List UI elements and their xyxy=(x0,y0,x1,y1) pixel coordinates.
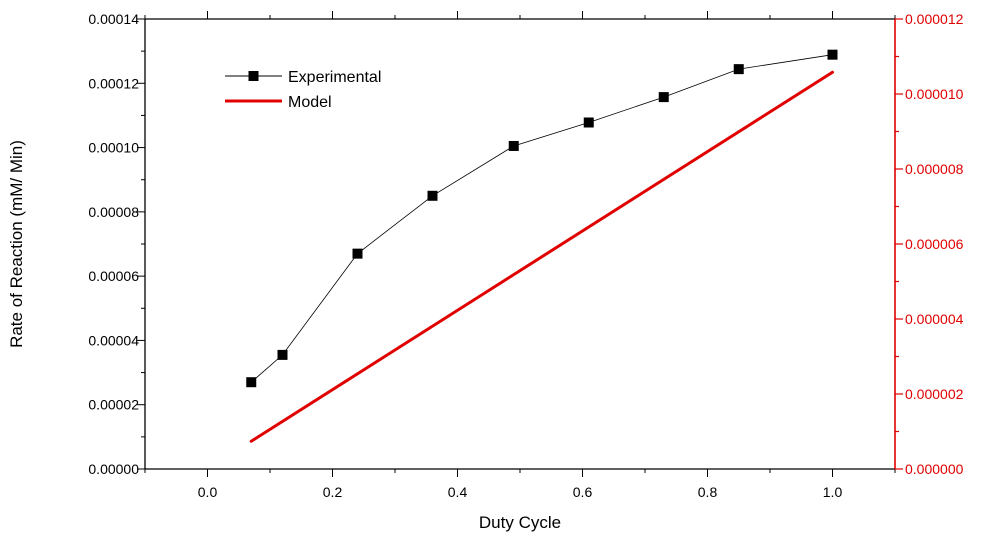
experimental-series-line xyxy=(250,54,833,383)
experimental-data-point xyxy=(733,64,744,75)
experimental-data-point xyxy=(427,190,438,201)
legend-experimental-label: Experimental xyxy=(288,69,381,86)
y-right-tick-label: 0.000000 xyxy=(905,461,964,477)
x-tick-label: 0.4 xyxy=(448,484,468,500)
experimental-data-point xyxy=(658,92,669,103)
y-right-tick-label: 0.000006 xyxy=(905,236,964,252)
y-right-tick-label: 0.000010 xyxy=(905,86,964,102)
experimental-data-point xyxy=(508,140,519,151)
legend: Experimental Model xyxy=(225,69,381,111)
y-right-tick-label: 0.000002 xyxy=(905,386,964,402)
x-tick-label: 0.0 xyxy=(198,484,218,500)
experimental-data-point xyxy=(827,49,838,60)
series-layer xyxy=(246,49,838,443)
experimental-data-point xyxy=(277,349,288,360)
y-left-tick-label: 0.00012 xyxy=(88,75,139,91)
x-tick-label: 0.8 xyxy=(698,484,718,500)
y-left-tick-label: 0.00006 xyxy=(88,268,139,284)
y-right-tick-label: 0.000008 xyxy=(905,161,964,177)
y-left-tick-label: 0.00004 xyxy=(88,332,139,348)
axes-group: 0.0 0.2 0.4 0.6 0.8 1.0 0.00000 0.00002 0.00004 0… xyxy=(88,11,964,500)
x-tick-label: 0.6 xyxy=(573,484,593,500)
experimental-data-point xyxy=(352,248,363,259)
x-axis-title: Duty Cycle xyxy=(479,513,561,532)
x-tick-label: 1.0 xyxy=(823,484,843,500)
y-left-tick-label: 0.00002 xyxy=(88,397,139,413)
x-tick-label: 0.2 xyxy=(323,484,343,500)
legend-model-label: Model xyxy=(288,94,332,111)
y-left-tick-label: 0.00008 xyxy=(88,204,139,220)
y-left-tick-label: 0.00000 xyxy=(88,461,139,477)
y-axis-title: Rate of Reaction (mM/ Min) xyxy=(7,140,26,348)
y-left-tick-label: 0.00014 xyxy=(88,11,139,27)
experimental-data-point xyxy=(246,377,257,388)
y-right-tick-label: 0.000012 xyxy=(905,11,964,27)
model-series-line xyxy=(249,70,834,443)
experimental-data-point xyxy=(583,117,594,128)
legend-experimental-marker xyxy=(248,71,259,81)
y-right-tick-label: 0.000004 xyxy=(905,311,964,327)
y-left-tick-label: 0.00010 xyxy=(88,140,139,156)
